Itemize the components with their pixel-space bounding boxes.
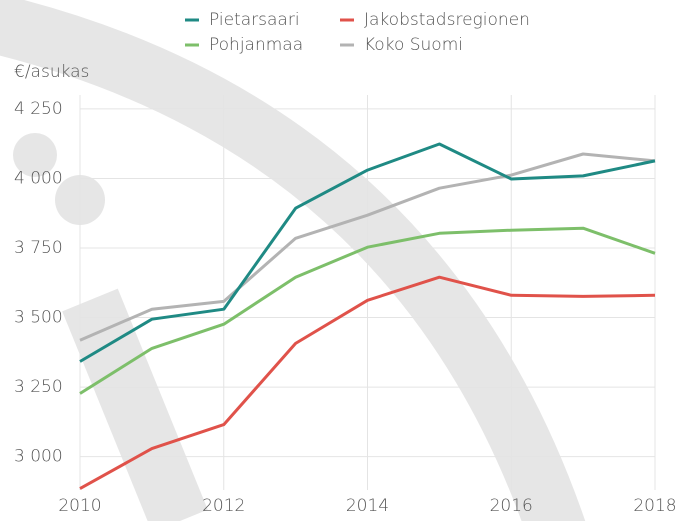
legend-label: Pietarsaari	[209, 10, 300, 30]
y-tick-label: 4 250	[14, 99, 63, 119]
series-line	[79, 152, 656, 342]
x-tick-label: 2014	[346, 496, 389, 516]
series-line	[79, 142, 656, 363]
y-tick-label: 3 000	[14, 447, 63, 467]
watermark	[0, 0, 586, 521]
legend-label: Koko Suomi	[364, 35, 463, 55]
x-tick-label: 2016	[490, 496, 533, 516]
y-tick-label: 3 750	[14, 238, 63, 258]
y-tick-label: 3 500	[14, 308, 63, 328]
watermark-arc	[0, 0, 586, 521]
series-line	[79, 275, 656, 490]
legend-label: Jakobstadsregionen	[364, 10, 530, 30]
y-axis-label: €/asukas	[14, 62, 89, 82]
x-tick-label: 2012	[202, 496, 245, 516]
y-tick-label: 4 000	[14, 168, 63, 188]
series-line	[79, 226, 656, 395]
x-tick-label: 2010	[58, 496, 101, 516]
watermark-stroke	[62, 288, 208, 521]
watermark-dot	[13, 133, 57, 177]
x-tick-label: 2018	[633, 496, 676, 516]
legend-label: Pohjanmaa	[209, 35, 303, 55]
y-tick-label: 3 250	[14, 377, 63, 397]
